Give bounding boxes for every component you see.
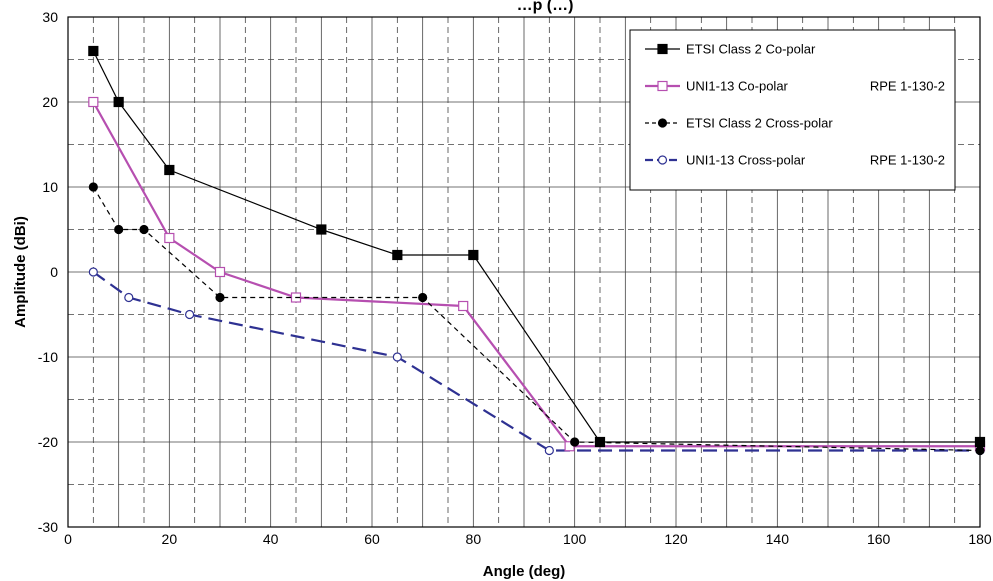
data-point <box>214 266 226 278</box>
data-point <box>88 45 99 57</box>
y-tick-label: -20 <box>38 434 58 450</box>
series-3 <box>88 182 985 456</box>
data-point <box>88 182 98 192</box>
data-point <box>124 292 134 303</box>
data-point <box>139 224 149 235</box>
legend-swatch-marker <box>657 155 668 165</box>
data-point <box>88 267 98 277</box>
data-point <box>392 352 402 362</box>
y-tick-label: -30 <box>38 519 58 535</box>
legend-swatch-marker <box>657 118 668 128</box>
legend-swatch-marker <box>657 80 668 92</box>
x-tick-label: 100 <box>563 531 587 547</box>
y-axis-label: Amplitude (dBi) <box>12 216 29 328</box>
series-line <box>92 50 980 443</box>
legend-swatch-marker <box>657 43 668 55</box>
data-point <box>164 164 175 176</box>
y-tick-label: 0 <box>50 264 58 280</box>
data-point <box>418 292 428 303</box>
x-tick-label: 180 <box>968 531 992 547</box>
data-point <box>164 232 175 244</box>
x-tick-label: 120 <box>664 531 688 547</box>
plot-area <box>67 16 981 528</box>
data-point <box>544 445 554 456</box>
y-tick-label: 20 <box>42 94 58 110</box>
data-point <box>392 249 403 261</box>
y-tick-label: 30 <box>42 9 58 25</box>
y-tick-label: -10 <box>38 349 58 365</box>
data-point <box>594 436 606 448</box>
legend-box <box>629 29 956 191</box>
data-point <box>316 224 327 235</box>
y-tick-label: 10 <box>42 179 58 195</box>
data-point <box>88 96 99 108</box>
x-tick-label: 40 <box>263 531 279 547</box>
data-point <box>975 445 985 456</box>
x-tick-label: 0 <box>64 531 72 547</box>
series-line <box>92 186 981 452</box>
x-tick-label: 140 <box>766 531 790 547</box>
legend-entry-label: ETSI Class 2 Cross-polar <box>686 116 833 131</box>
legend: ETSI Class 2 Co-polar UNI1-13 Co-polar RPE… <box>629 29 956 191</box>
x-tick-label: 160 <box>867 531 891 547</box>
data-point <box>215 292 225 303</box>
legend-entry-label: UNI1-13 Cross-polar <box>686 153 806 168</box>
axis-ticks: 0 20 40 60 80 100 120 140 160 180 -30 -20 -10 0 10 20 30 <box>38 9 992 547</box>
legend-entry-suffix: RPE 1-130-2 <box>870 153 945 168</box>
chart-title: …p (…) <box>517 0 574 14</box>
data-point <box>468 249 479 261</box>
series-1 <box>88 45 986 448</box>
data-point <box>113 96 124 108</box>
data-point <box>185 309 195 320</box>
x-tick-label: 80 <box>466 531 482 547</box>
legend-entry-label: UNI1-13 Co-polar <box>686 79 789 94</box>
data-point <box>114 224 124 235</box>
x-tick-label: 20 <box>162 531 178 547</box>
series-group <box>88 45 986 456</box>
x-tick-label: 60 <box>364 531 380 547</box>
x-axis-label: Angle (deg) <box>483 563 566 580</box>
data-point <box>974 436 986 448</box>
legend-entry-label: ETSI Class 2 Co-polar <box>686 42 816 57</box>
legend-entry-suffix: RPE 1-130-2 <box>870 79 945 94</box>
data-point <box>570 437 580 447</box>
data-point <box>458 300 469 312</box>
series-line <box>92 271 980 452</box>
